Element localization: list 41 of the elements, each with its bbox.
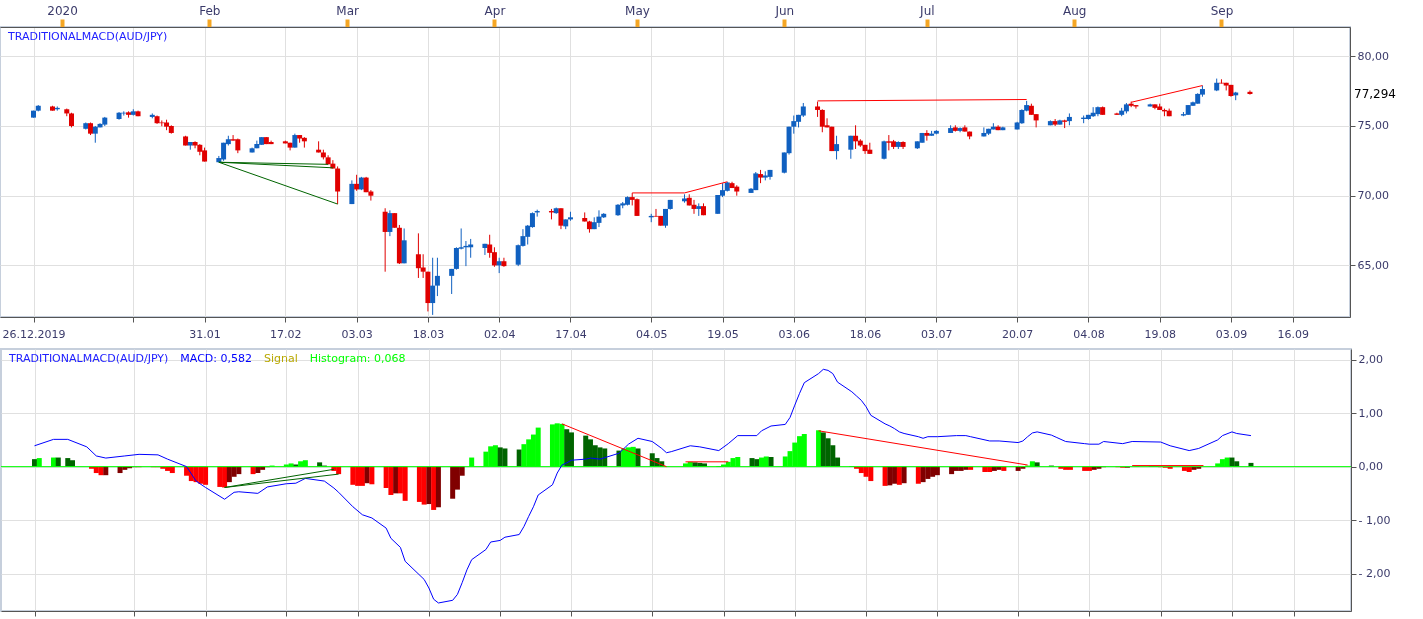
x-tick-label: 04.08: [1073, 327, 1105, 341]
x-tick-label: 18.06: [849, 327, 882, 341]
x2-tick-label: Jul: [919, 3, 935, 18]
x2-tick-label: Jun: [774, 3, 795, 18]
x2-tick-label: Sep: [1210, 3, 1234, 18]
x2-tick-label: Aug: [1062, 3, 1087, 18]
y-tick-label: 75,00: [1357, 119, 1389, 133]
x2-tick-label: Feb: [199, 3, 221, 18]
text: 77,294: [1354, 87, 1396, 102]
x-tick-label: 17.02: [270, 327, 302, 341]
y-tick-label: 1,00: [1358, 406, 1383, 420]
chart-title: TRADITIONALMACD(AUD/JPY): [7, 30, 168, 43]
x-tick-label: 03.03: [341, 327, 373, 341]
annotation: Signal: [263, 352, 298, 365]
y-tick-label: 0,00: [1358, 460, 1383, 474]
y-tick-label: 65,00: [1357, 258, 1389, 272]
x-tick-label: 02.04: [483, 327, 516, 341]
x-tick-label: 31.01: [189, 327, 221, 341]
x-tick-label: 19.05: [707, 327, 739, 341]
x-tick-label: 20.07: [1001, 327, 1034, 341]
x-tick-label: 18.03: [412, 327, 445, 341]
x-tick-label: 03.07: [921, 327, 953, 341]
x-tick-label: 03.06: [778, 327, 811, 341]
chart-title: TRADITIONALMACD(AUD/JPY): [8, 352, 169, 365]
x2-tick-label: Apr: [484, 3, 506, 18]
x-tick-label: 17.04: [555, 327, 587, 341]
x-tick-label: 26.12.2019: [2, 327, 66, 341]
y-tick-label: 80,00: [1357, 49, 1389, 63]
y-tick-label: 70,00: [1357, 189, 1389, 203]
x-tick-label: 19.08: [1144, 327, 1176, 341]
y-tick-label: - 2,00: [1358, 567, 1391, 581]
x-tick-label: 03.09: [1215, 327, 1248, 341]
text: MACD: 0,582: [180, 352, 252, 365]
x2-tick-label: 2020: [47, 3, 78, 18]
x-tick-label: 04.05: [635, 327, 668, 341]
x2-tick-label: Mar: [336, 3, 360, 18]
y-tick-label: - 1,00: [1358, 513, 1391, 527]
x2-tick-label: May: [625, 3, 650, 18]
text: Histogram: 0,068: [309, 352, 406, 365]
y-tick-label: 2,00: [1358, 353, 1383, 367]
x-tick-label: 16.09: [1277, 327, 1309, 341]
